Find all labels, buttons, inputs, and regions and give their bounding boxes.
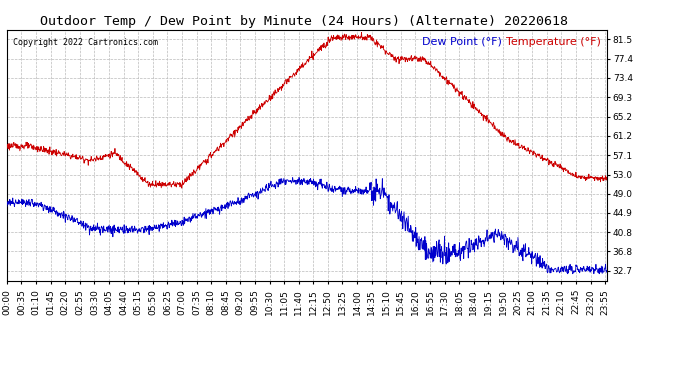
Text: Copyright 2022 Cartronics.com: Copyright 2022 Cartronics.com xyxy=(13,38,158,46)
Legend: Dew Point (°F), Temperature (°F): Dew Point (°F), Temperature (°F) xyxy=(418,32,605,51)
Text: Outdoor Temp / Dew Point by Minute (24 Hours) (Alternate) 20220618: Outdoor Temp / Dew Point by Minute (24 H… xyxy=(39,15,568,28)
